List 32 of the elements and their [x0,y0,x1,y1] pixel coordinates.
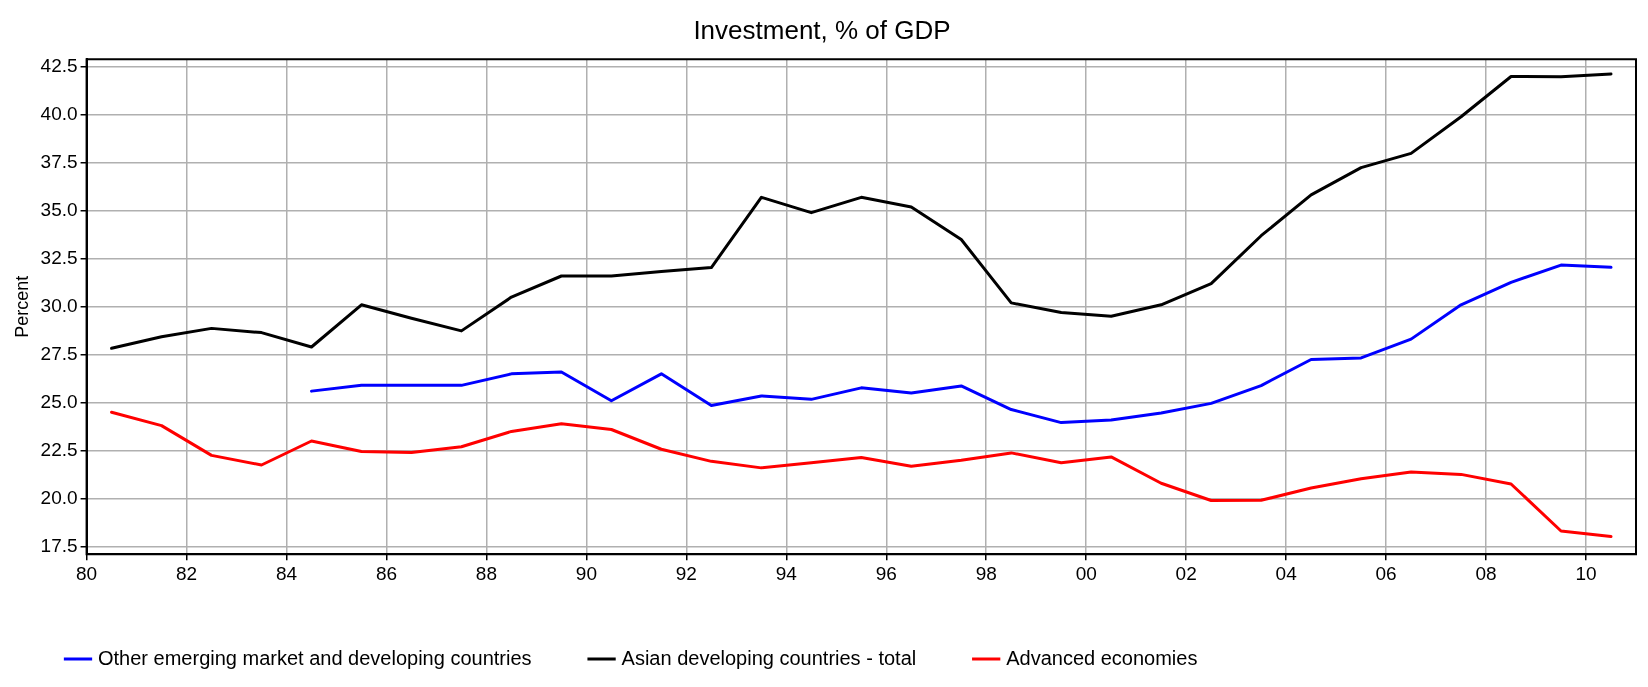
x-tick-label: 04 [1275,562,1298,584]
y-tick-label: 40.0 [40,103,78,125]
y-tick-label: 17.5 [40,534,78,556]
legend-label: Advanced economies [1006,646,1198,669]
x-tick-label: 80 [76,562,98,584]
y-axis-title: Percent [11,275,32,338]
x-tick-label: 00 [1075,562,1097,584]
x-tick-label: 02 [1175,562,1197,584]
x-tick-label: 90 [575,562,597,584]
x-tick-label: 88 [475,562,497,584]
x-tick-label: 82 [175,562,198,584]
legend-label: Asian developing countries - total [621,646,917,669]
y-tick-label: 32.5 [40,246,78,268]
x-tick-label: 08 [1475,562,1497,584]
legend-label: Other emerging market and developing countries [98,646,532,669]
x-tick-label: 96 [875,562,897,584]
x-tick-label: 86 [375,562,398,584]
y-tick-label: 30.0 [40,294,78,316]
x-tick-label: 10 [1575,562,1597,584]
y-tick-label: 27.5 [40,342,78,364]
x-tick-label: 06 [1375,562,1397,584]
y-tick-label: 37.5 [40,151,78,173]
x-tick-label: 84 [275,562,298,584]
y-tick-label: 22.5 [40,438,78,460]
y-tick-label: 20.0 [40,486,78,508]
x-tick-label: 94 [775,562,798,584]
chart-title: Investment, % of GDP [693,14,951,45]
y-tick-label: 25.0 [40,390,78,412]
x-tick-label: 92 [675,562,697,584]
x-tick-label: 98 [975,562,997,584]
y-tick-label: 42.5 [40,55,78,77]
y-tick-label: 35.0 [40,199,78,220]
